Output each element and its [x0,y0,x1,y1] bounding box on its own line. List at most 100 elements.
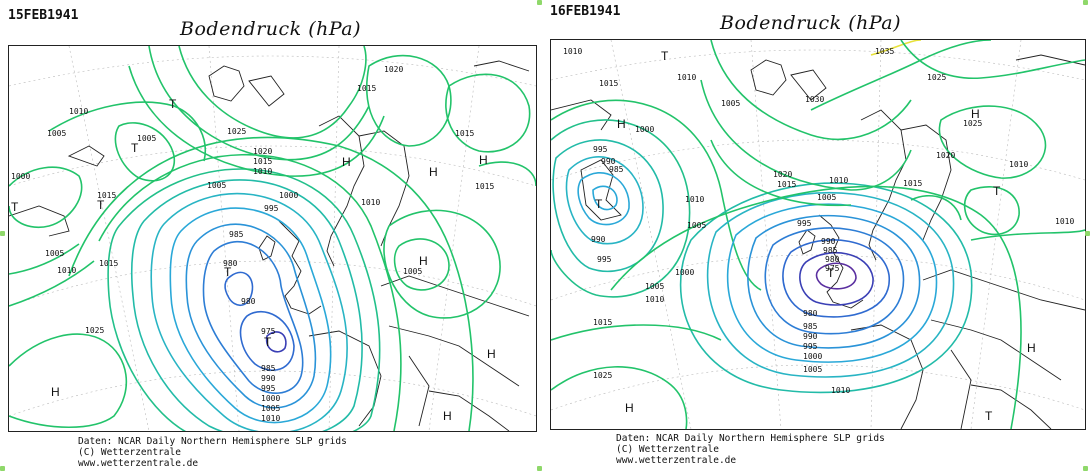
isobar-990-west [577,172,630,226]
credit-line: Daten: NCAR Daily Northern Hemisphere SL… [616,433,885,444]
isobar-label: 980 [825,255,840,264]
isobar-label: 1010 [57,266,76,275]
isobar-985 [782,239,890,318]
isobar-975 [815,262,857,290]
isobar-label: 1005 [47,129,66,138]
isobar-label: 1000 [675,268,694,277]
isobar-1035 [870,40,922,56]
isobar-1015 [98,153,402,431]
high-marker: H [51,385,60,399]
isobar-1010-east [963,186,1020,236]
isobar-1005 [130,179,363,431]
isobar-label: 1015 [599,79,618,88]
isobar-1030 [810,40,992,111]
isobar-995-west [565,156,644,245]
isobar-label: 1005 [721,99,740,108]
isobar-label: 1000 [261,394,280,403]
isobar-label: 1025 [85,326,104,335]
isobar-label: 1005 [803,365,822,374]
isobar-label: 990 [803,332,818,341]
isobar-label: 1005 [261,404,280,413]
isobar-1025-north [710,40,912,141]
isobar-1010 [107,168,381,431]
isobar-label: 1000 [635,125,654,134]
isobar-1010 [679,182,973,394]
isobar-label: 1015 [253,157,272,166]
isobar-label: 1005 [817,193,836,202]
isobar-label: 1025 [227,127,246,136]
pressure-map: 1010 1005 1005 1000 1015 1005 1010 1015 … [8,45,537,432]
isobar-1010-east-edge [970,229,1085,241]
corner-marker [1085,231,1090,236]
isobar-label: 1010 [685,195,704,204]
isobar-label: 985 [823,246,838,255]
isobar-label: 985 [229,230,244,239]
isobar-label: 1005 [137,134,156,143]
isobar-1010-west [9,260,95,307]
isobar-975 [265,331,287,353]
isobar-label: 980 [803,309,818,318]
isobar-1025 [9,333,128,428]
isobar-label: 995 [597,255,612,264]
isobar-995 [747,214,921,349]
isobar-label: 1020 [773,170,792,179]
isobar-label: 1000 [279,191,298,200]
corner-marker [537,0,542,5]
isobar-1020-north [700,79,912,191]
isobar-label: 985 [261,364,276,373]
isobar-980-north [224,271,254,307]
isobar-985 [202,240,304,394]
isobar-label: 1015 [97,191,116,200]
isobar-label: 1010 [69,107,88,116]
map-title: Bodendruck (hPa) [720,12,902,34]
data-credits: Daten: NCAR Daily Northern Hemisphere SL… [616,433,885,466]
isobar-980 [799,252,874,306]
map-title: Bodendruck (hPa) [180,18,362,40]
isobar-label: 995 [261,384,276,393]
isobar-label: 1005 [45,249,64,258]
pressure-systems: T T T T T T H H H H H H H [11,97,496,423]
isobar-990 [764,227,905,335]
isobar-label: 1015 [357,84,376,93]
isobar-label: 990 [601,157,616,166]
isobar-1015-east [910,195,962,221]
isobars [9,46,536,431]
isobar-label: 1010 [645,295,664,304]
isobar-label: 1010 [829,176,848,185]
isobar-label: 1010 [361,198,380,207]
isobar-1005-west [9,243,80,275]
corner-marker [0,466,5,471]
isobar-label: 1010 [261,414,280,423]
isobar-1000-west [9,166,83,228]
isobar-label: 985 [609,165,624,174]
map-panel-15feb1941: 15FEB1941 Bodendruck (hPa) [0,0,540,471]
isobar-label: 1010 [677,73,696,82]
isobar-label: 1005 [207,181,226,190]
isobar-1015 [610,185,1022,429]
isobar-label: 1025 [927,73,946,82]
low-marker: T [827,266,835,280]
isobar-1015-east-edge [478,161,536,187]
isobar-label: 990 [591,235,606,244]
corner-marker [1083,0,1088,5]
isobar-1020-north [148,46,370,161]
isobar-label: 1020 [936,151,955,160]
high-marker: H [487,347,496,361]
isobar-label: 1010 [253,167,272,176]
isobar-label: 1025 [593,371,612,380]
high-marker: H [419,254,428,268]
low-marker: T [224,265,232,279]
isobar-1010-nw [48,101,206,162]
isobar-label: 1015 [99,259,118,268]
high-marker: H [429,165,438,179]
credit-line: (C) Wetterzentrale [78,447,181,458]
isobar-label: 1015 [777,180,796,189]
isobar-label: 1005 [645,282,664,291]
high-marker: H [971,107,980,121]
high-marker: H [342,155,351,169]
coastlines [9,60,530,431]
isobar-985-west [592,185,618,211]
pressure-systems: T T T T T H H H H [595,49,1036,423]
data-credits: Daten: NCAR Daily Northern Hemisphere SL… [78,436,347,469]
isobar-1015-ne [366,54,452,147]
